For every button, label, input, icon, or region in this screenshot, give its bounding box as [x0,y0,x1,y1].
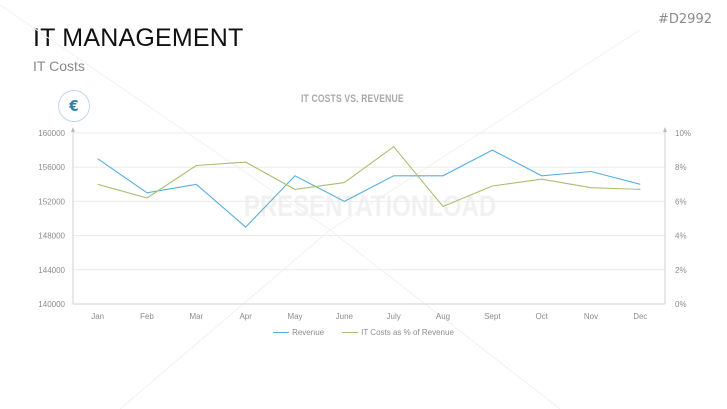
legend-item-it-costs[interactable]: IT Costs as % of Revenue [342,328,454,337]
y-right-tick: 6% [675,197,687,206]
y-axis-left-labels: 140000 144000 148000 152000 156000 160000 [38,129,65,309]
x-tick: Aug [436,312,450,321]
x-tick: Jan [91,312,104,321]
watermark-text: PRESENTATIONLOAD [244,188,496,222]
legend-item-revenue[interactable]: Revenue [273,328,324,337]
x-tick: Nov [584,312,598,321]
series-lines [97,145,641,228]
it-costs-swatch [342,331,359,334]
y-right-tick: 8% [675,163,687,172]
y-left-tick: 140000 [38,300,65,309]
x-tick: Feb [140,312,154,321]
chart-title: IT COSTS VS. REVENUE [301,93,404,105]
legend-label-it-costs: IT Costs as % of Revenue [361,328,454,337]
x-tick: Oct [535,312,548,321]
y-axis-right-labels: 0% 2% 4% 6% 8% 10% [675,129,691,309]
legend-label-revenue: Revenue [292,328,325,337]
y-left-tick: 160000 [38,129,65,138]
x-axis-labels: Jan Feb Mar Apr May June July Aug Sept Oct Nov Dec [91,312,647,321]
y-left-tick: 148000 [38,232,65,241]
y-left-tick: 156000 [38,163,65,172]
x-tick: Dec [633,312,647,321]
gridlines [73,132,665,271]
x-tick: July [387,312,401,321]
y-right-tick: 10% [675,129,691,138]
page-title: IT MANAGEMENT [33,24,244,52]
y-right-tick: 2% [675,266,687,275]
series-line [97,145,641,208]
euro-glyph: € [69,97,79,115]
page-subtitle: IT Costs [33,58,85,74]
document-id: #D2992 [658,12,712,27]
x-tick: Apr [239,312,252,321]
x-tick: Sept [484,312,501,321]
watermark-lines [0,4,641,409]
y-left-tick: 144000 [38,266,65,275]
y-right-tick: 0% [675,300,687,309]
x-tick: May [287,312,302,321]
series-line [97,149,641,228]
euro-icon: € [58,90,90,122]
y-left-tick: 152000 [38,197,65,206]
axes [71,127,667,305]
revenue-swatch [273,331,290,334]
x-tick: Mar [189,312,203,321]
y-right-tick: 4% [675,232,687,241]
x-tick: June [336,312,354,321]
legend: Revenue IT Costs as % of Revenue [0,328,727,337]
